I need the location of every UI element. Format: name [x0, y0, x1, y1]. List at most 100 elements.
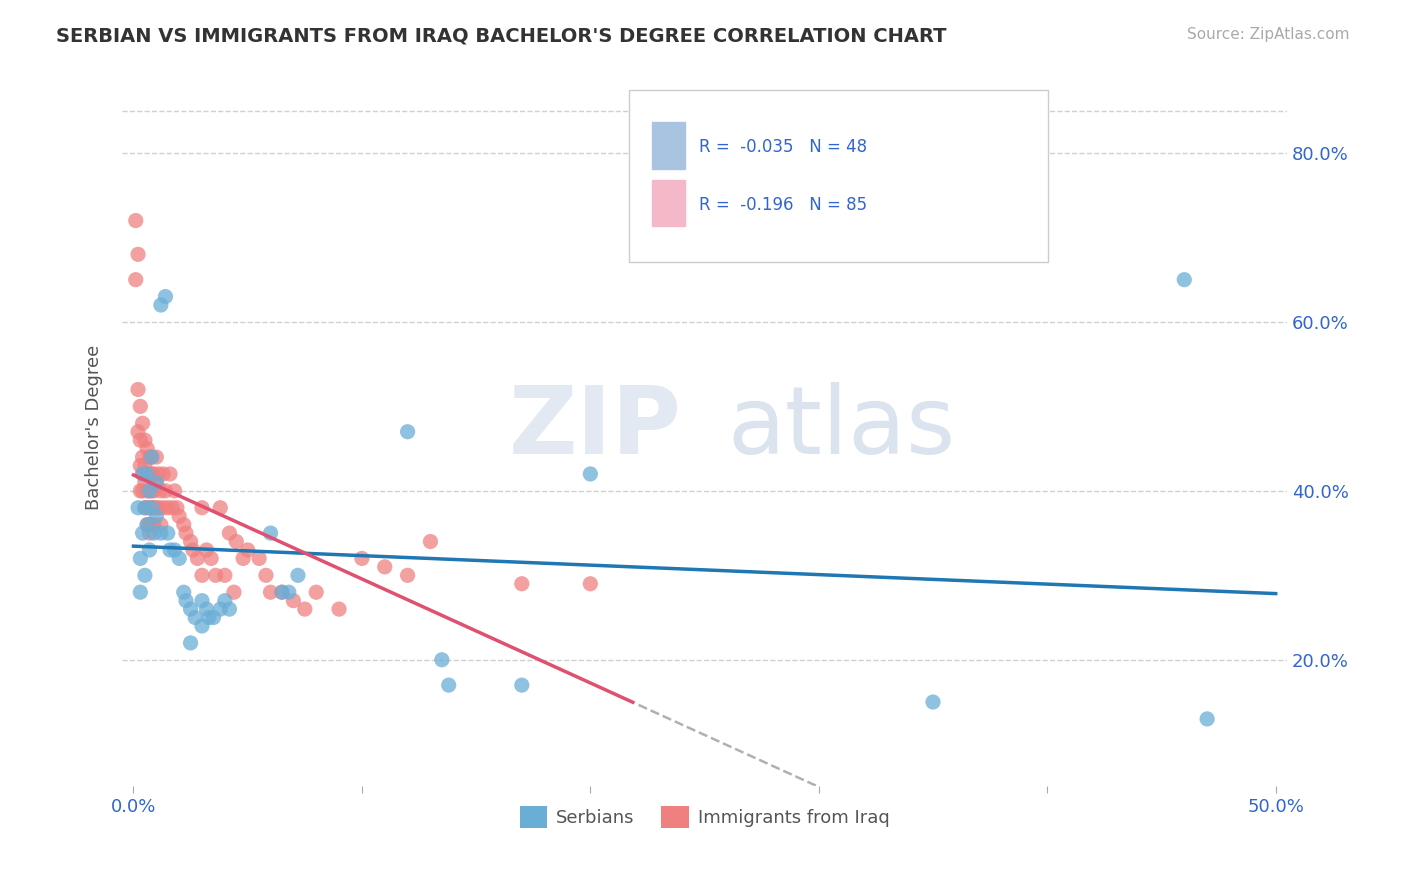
Point — [186, 551, 208, 566]
Point — [131, 467, 153, 481]
Point — [271, 585, 294, 599]
Text: atlas: atlas — [728, 382, 956, 474]
Point — [294, 602, 316, 616]
Point — [138, 483, 160, 498]
Point — [305, 585, 328, 599]
Point — [131, 467, 153, 481]
Point — [141, 450, 163, 464]
Text: R =  -0.035   N = 48: R = -0.035 N = 48 — [699, 138, 868, 156]
Point — [214, 593, 236, 607]
Point — [254, 568, 277, 582]
Point — [163, 543, 186, 558]
Point — [350, 551, 373, 566]
Point — [191, 619, 214, 633]
Point — [200, 551, 222, 566]
Point — [198, 610, 221, 624]
Point — [138, 526, 160, 541]
Point — [510, 576, 533, 591]
Point — [180, 602, 202, 616]
Point — [141, 450, 163, 464]
Point — [430, 653, 453, 667]
Point — [152, 467, 174, 481]
Point — [167, 551, 190, 566]
Point — [195, 543, 218, 558]
Point — [156, 526, 179, 541]
Point — [510, 678, 533, 692]
Point — [143, 526, 166, 541]
Point — [141, 467, 163, 481]
Point — [155, 289, 177, 303]
Point — [131, 417, 153, 431]
Y-axis label: Bachelor's Degree: Bachelor's Degree — [86, 345, 103, 510]
Point — [191, 593, 214, 607]
Point — [134, 458, 156, 473]
Point — [129, 400, 152, 414]
FancyBboxPatch shape — [652, 122, 685, 169]
Point — [129, 585, 152, 599]
Point — [214, 568, 236, 582]
Point — [155, 483, 177, 498]
Point — [202, 610, 225, 624]
Point — [138, 543, 160, 558]
Text: ZIP: ZIP — [509, 382, 682, 474]
Point — [204, 568, 226, 582]
Point — [149, 483, 172, 498]
Point — [174, 593, 197, 607]
Point — [191, 568, 214, 582]
Point — [138, 450, 160, 464]
Point — [209, 500, 232, 515]
Point — [136, 517, 159, 532]
Point — [579, 467, 602, 481]
Point — [173, 585, 195, 599]
Point — [259, 526, 281, 541]
Point — [143, 500, 166, 515]
Point — [143, 517, 166, 532]
Text: SERBIAN VS IMMIGRANTS FROM IRAQ BACHELOR'S DEGREE CORRELATION CHART: SERBIAN VS IMMIGRANTS FROM IRAQ BACHELOR… — [56, 27, 946, 45]
Point — [125, 213, 148, 227]
Point — [1173, 273, 1195, 287]
Point — [136, 467, 159, 481]
Point — [181, 543, 204, 558]
Point — [225, 534, 247, 549]
Point — [328, 602, 350, 616]
Point — [419, 534, 441, 549]
Point — [166, 500, 188, 515]
Point — [134, 500, 156, 515]
Point — [141, 483, 163, 498]
Point — [131, 526, 153, 541]
Point — [283, 593, 305, 607]
Point — [247, 551, 270, 566]
Point — [141, 500, 163, 515]
Point — [222, 585, 245, 599]
Point — [138, 483, 160, 498]
Point — [167, 509, 190, 524]
Point — [163, 483, 186, 498]
Point — [180, 636, 202, 650]
Point — [396, 568, 419, 582]
Point — [145, 475, 167, 490]
Point — [143, 467, 166, 481]
Point — [129, 551, 152, 566]
Point — [129, 458, 152, 473]
Point — [180, 534, 202, 549]
Point — [236, 543, 259, 558]
Point — [184, 610, 207, 624]
Point — [152, 500, 174, 515]
Point — [131, 450, 153, 464]
Point — [159, 543, 181, 558]
Point — [579, 576, 602, 591]
Point — [138, 517, 160, 532]
Point — [173, 517, 195, 532]
Point — [174, 526, 197, 541]
Point — [287, 568, 309, 582]
Point — [396, 425, 419, 439]
Point — [134, 500, 156, 515]
Point — [134, 433, 156, 447]
Point — [136, 500, 159, 515]
Point — [141, 517, 163, 532]
Point — [138, 467, 160, 481]
Point — [148, 500, 170, 515]
Point — [191, 500, 214, 515]
Point — [277, 585, 299, 599]
Point — [218, 602, 240, 616]
